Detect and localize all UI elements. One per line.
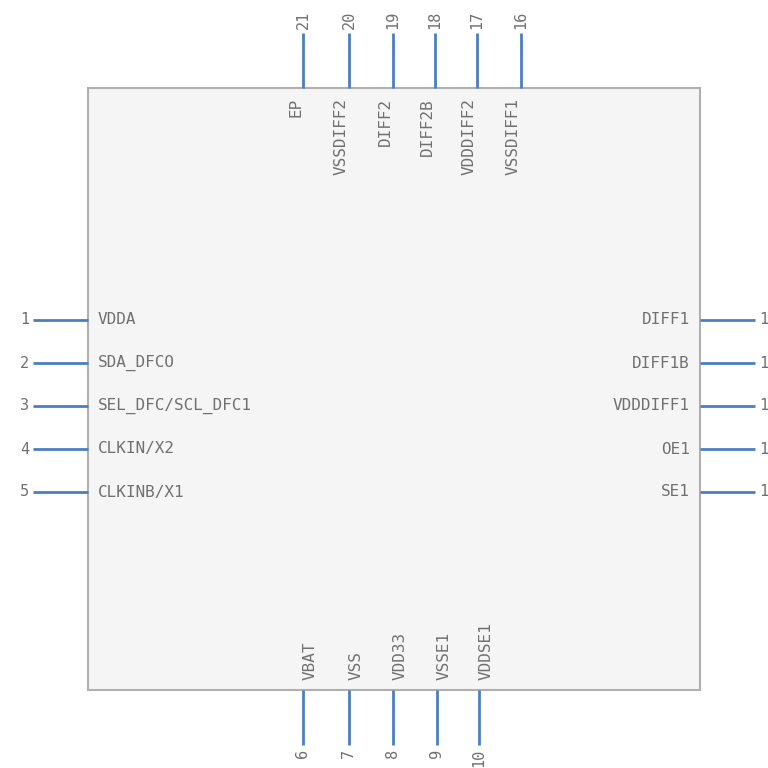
Text: 6: 6 <box>296 749 310 758</box>
Text: 16: 16 <box>514 11 528 29</box>
Text: VDDDIFF2: VDDDIFF2 <box>462 98 477 175</box>
Text: 1: 1 <box>20 313 29 327</box>
Bar <box>88 88 700 690</box>
Text: SDA_DFCO: SDA_DFCO <box>98 355 175 371</box>
Text: DIFF2: DIFF2 <box>378 98 393 146</box>
Text: 17: 17 <box>469 11 485 29</box>
Text: 2: 2 <box>20 356 29 370</box>
Text: 13: 13 <box>759 399 768 413</box>
Text: 18: 18 <box>428 11 442 29</box>
Text: 7: 7 <box>342 749 356 758</box>
Text: 3: 3 <box>20 399 29 413</box>
Text: 21: 21 <box>296 11 310 29</box>
Text: SE1: SE1 <box>661 485 690 499</box>
Text: VSSDIFF2: VSSDIFF2 <box>334 98 349 175</box>
Text: SEL_DFC/SCL_DFC1: SEL_DFC/SCL_DFC1 <box>98 398 252 414</box>
Text: 12: 12 <box>759 442 768 456</box>
Text: VBAT: VBAT <box>303 641 318 680</box>
Text: CLKIN/X2: CLKIN/X2 <box>98 442 175 456</box>
Text: 5: 5 <box>20 485 29 499</box>
Text: 19: 19 <box>386 11 400 29</box>
Text: VDD33: VDD33 <box>393 632 408 680</box>
Text: VSS: VSS <box>349 651 364 680</box>
Text: 10: 10 <box>472 749 486 767</box>
Text: DIFF2B: DIFF2B <box>420 98 435 156</box>
Text: VDDA: VDDA <box>98 313 137 327</box>
Text: 14: 14 <box>759 356 768 370</box>
Text: VSSDIFF1: VSSDIFF1 <box>506 98 521 175</box>
Text: 9: 9 <box>429 749 445 758</box>
Text: 11: 11 <box>759 485 768 499</box>
Text: DIFF1: DIFF1 <box>642 313 690 327</box>
Text: 8: 8 <box>386 749 400 758</box>
Text: CLKINB/X1: CLKINB/X1 <box>98 485 184 499</box>
Text: VDDDIFF1: VDDDIFF1 <box>613 399 690 413</box>
Text: DIFF1B: DIFF1B <box>632 356 690 370</box>
Text: 4: 4 <box>20 442 29 456</box>
Text: 20: 20 <box>342 11 356 29</box>
Text: 15: 15 <box>759 313 768 327</box>
Text: EP: EP <box>288 98 303 118</box>
Text: VDDSE1: VDDSE1 <box>479 622 494 680</box>
Text: OE1: OE1 <box>661 442 690 456</box>
Text: VSSE1: VSSE1 <box>437 632 452 680</box>
